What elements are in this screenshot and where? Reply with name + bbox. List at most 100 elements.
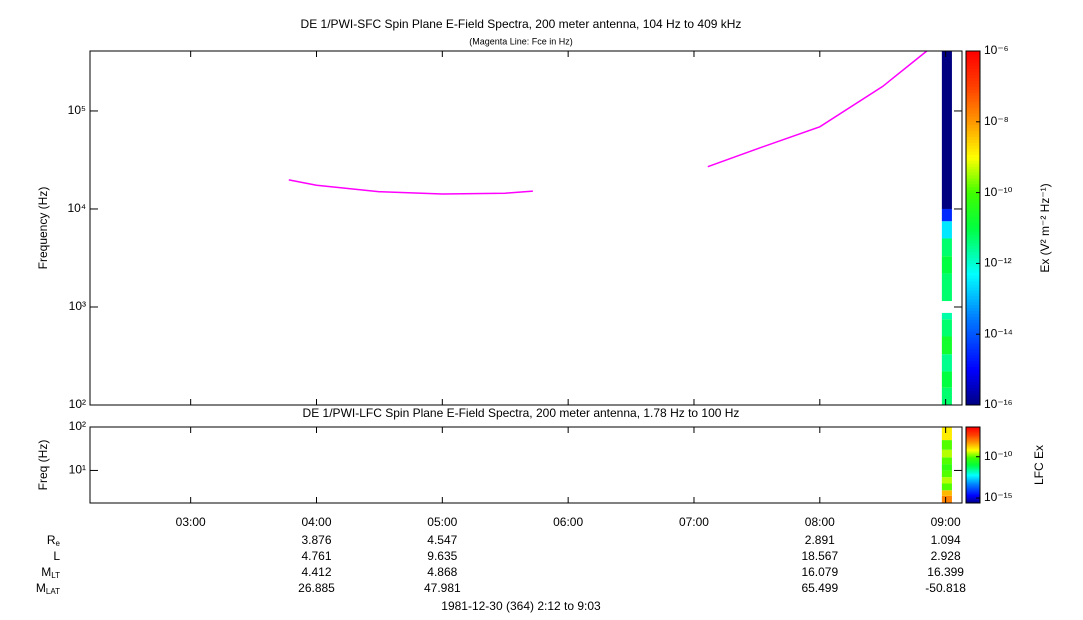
- colorbar-cell: [966, 444, 980, 446]
- colorbar-cell: [966, 195, 980, 199]
- colorbar-cell: [966, 107, 980, 111]
- spectrogram-cell: [941, 495, 952, 503]
- colorbar-cell: [966, 269, 980, 273]
- x-tick-label: 09:00: [931, 515, 961, 529]
- colorbar-cell: [966, 455, 980, 457]
- colorbar-cell: [966, 402, 980, 406]
- colorbar-cell: [966, 449, 980, 451]
- ephemeris-value: 9.635: [427, 549, 457, 563]
- colorbar-cell: [966, 112, 980, 117]
- colorbar-cell: [966, 443, 980, 445]
- fce-line: [288, 50, 928, 195]
- colorbar-tick-label: 10⁻¹⁰: [984, 185, 1013, 199]
- spectrogram-cell: [941, 312, 952, 320]
- colorbar-cell: [966, 470, 980, 472]
- colorbar-cell: [966, 452, 980, 455]
- colorbar-cell: [966, 248, 980, 253]
- colorbar-cell: [966, 471, 980, 473]
- colorbar-cell: [966, 484, 980, 486]
- colorbar-cell: [966, 219, 980, 223]
- colorbar-cell: [966, 348, 980, 353]
- x-tick-label: 03:00: [176, 515, 206, 529]
- ephemeris-label-sub: LAT: [46, 587, 60, 596]
- colorbar-cell: [966, 139, 980, 143]
- colorbar-cell: [966, 488, 980, 490]
- ephemeris-label: Re: [47, 533, 61, 548]
- colorbar-cell: [966, 459, 980, 461]
- colorbar-tick-label: 10⁻¹⁶: [984, 397, 1013, 411]
- colorbar-cell: [966, 477, 980, 479]
- colorbar-cell: [966, 316, 980, 320]
- ephemeris-value: 26.885: [298, 581, 335, 595]
- colorbar-cell: [966, 491, 980, 493]
- colorbar-cell: [966, 77, 980, 81]
- x-tick-label: 05:00: [427, 515, 457, 529]
- spectrogram-cell: [941, 256, 952, 274]
- colorbar-cell: [966, 80, 980, 84]
- colorbar-cell: [966, 481, 980, 483]
- colorbar-cell: [966, 254, 980, 258]
- colorbar-cell: [966, 499, 980, 501]
- colorbar-cell: [966, 480, 980, 482]
- colorbar-cell: [966, 461, 980, 463]
- colorbar-cell: [966, 121, 980, 126]
- colorbar-cell: [966, 378, 980, 382]
- colorbar-tick-label: 10⁻¹⁵: [984, 490, 1013, 504]
- colorbar-cell: [966, 492, 980, 494]
- colorbar-cell: [966, 354, 980, 359]
- ephemeris-value: 16.079: [801, 565, 838, 579]
- colorbar-cell: [966, 430, 980, 432]
- colorbar-cell: [966, 433, 980, 436]
- colorbar-cell: [966, 319, 980, 323]
- colorbar-cell: [966, 480, 980, 482]
- ephemeris-value: -50.818: [925, 581, 966, 595]
- colorbar-cell: [966, 325, 980, 329]
- colorbar-cell: [966, 295, 980, 300]
- colorbar-cell: [966, 166, 980, 170]
- ephemeris-value: 2.928: [931, 549, 961, 563]
- colorbar-cell: [966, 479, 980, 481]
- colorbar-cell: [966, 500, 980, 502]
- colorbar-cell: [966, 471, 980, 474]
- ephemeris-value: 18.567: [801, 549, 838, 563]
- chart-title: DE 1/PWI-SFC Spin Plane E-Field Spectra,…: [301, 17, 742, 31]
- colorbar-cell: [966, 177, 980, 182]
- colorbar-tick-label: 10⁻¹²: [984, 256, 1012, 270]
- colorbar-cell: [966, 493, 980, 495]
- colorbar-cell: [966, 171, 980, 176]
- colorbar-cell: [966, 427, 980, 429]
- colorbar-cell: [966, 396, 980, 400]
- colorbar-cell: [966, 369, 980, 374]
- y-tick-label: 10⁵: [68, 103, 86, 117]
- colorbar-cell: [966, 284, 980, 288]
- colorbar-cell: [966, 301, 980, 306]
- colorbar-cell: [966, 266, 980, 270]
- colorbar-cell: [966, 189, 980, 194]
- colorbar-cell: [966, 477, 980, 479]
- plot-frame: [89, 426, 963, 504]
- x-tick-label: 07:00: [679, 515, 709, 529]
- colorbar-cell: [966, 230, 980, 235]
- colorbar-cell: [966, 454, 980, 456]
- colorbar-cell: [966, 447, 980, 450]
- chart-subtitle: (Magenta Line: Fce in Hz): [469, 36, 573, 46]
- colorbar-cell: [966, 236, 980, 241]
- colorbar-cell: [966, 239, 980, 244]
- colorbar-cell: [966, 381, 980, 385]
- colorbar-cell: [966, 372, 980, 376]
- colorbar-cell: [966, 465, 980, 467]
- colorbar-tick-label: 10⁻¹⁰: [984, 449, 1013, 463]
- colorbar-cell: [966, 366, 980, 371]
- colorbar-cell: [966, 360, 980, 365]
- spectrogram-cell: [941, 319, 952, 337]
- chart-title: DE 1/PWI-LFC Spin Plane E-Field Spectra,…: [303, 406, 740, 420]
- colorbar-cell: [966, 263, 980, 267]
- plot-frame: [89, 50, 963, 406]
- colorbar-cell: [966, 483, 980, 485]
- colorbar-cell: [966, 430, 980, 432]
- colorbar-cell: [966, 62, 980, 67]
- colorbar-cell: [966, 492, 980, 494]
- colorbar-cell: [966, 292, 980, 297]
